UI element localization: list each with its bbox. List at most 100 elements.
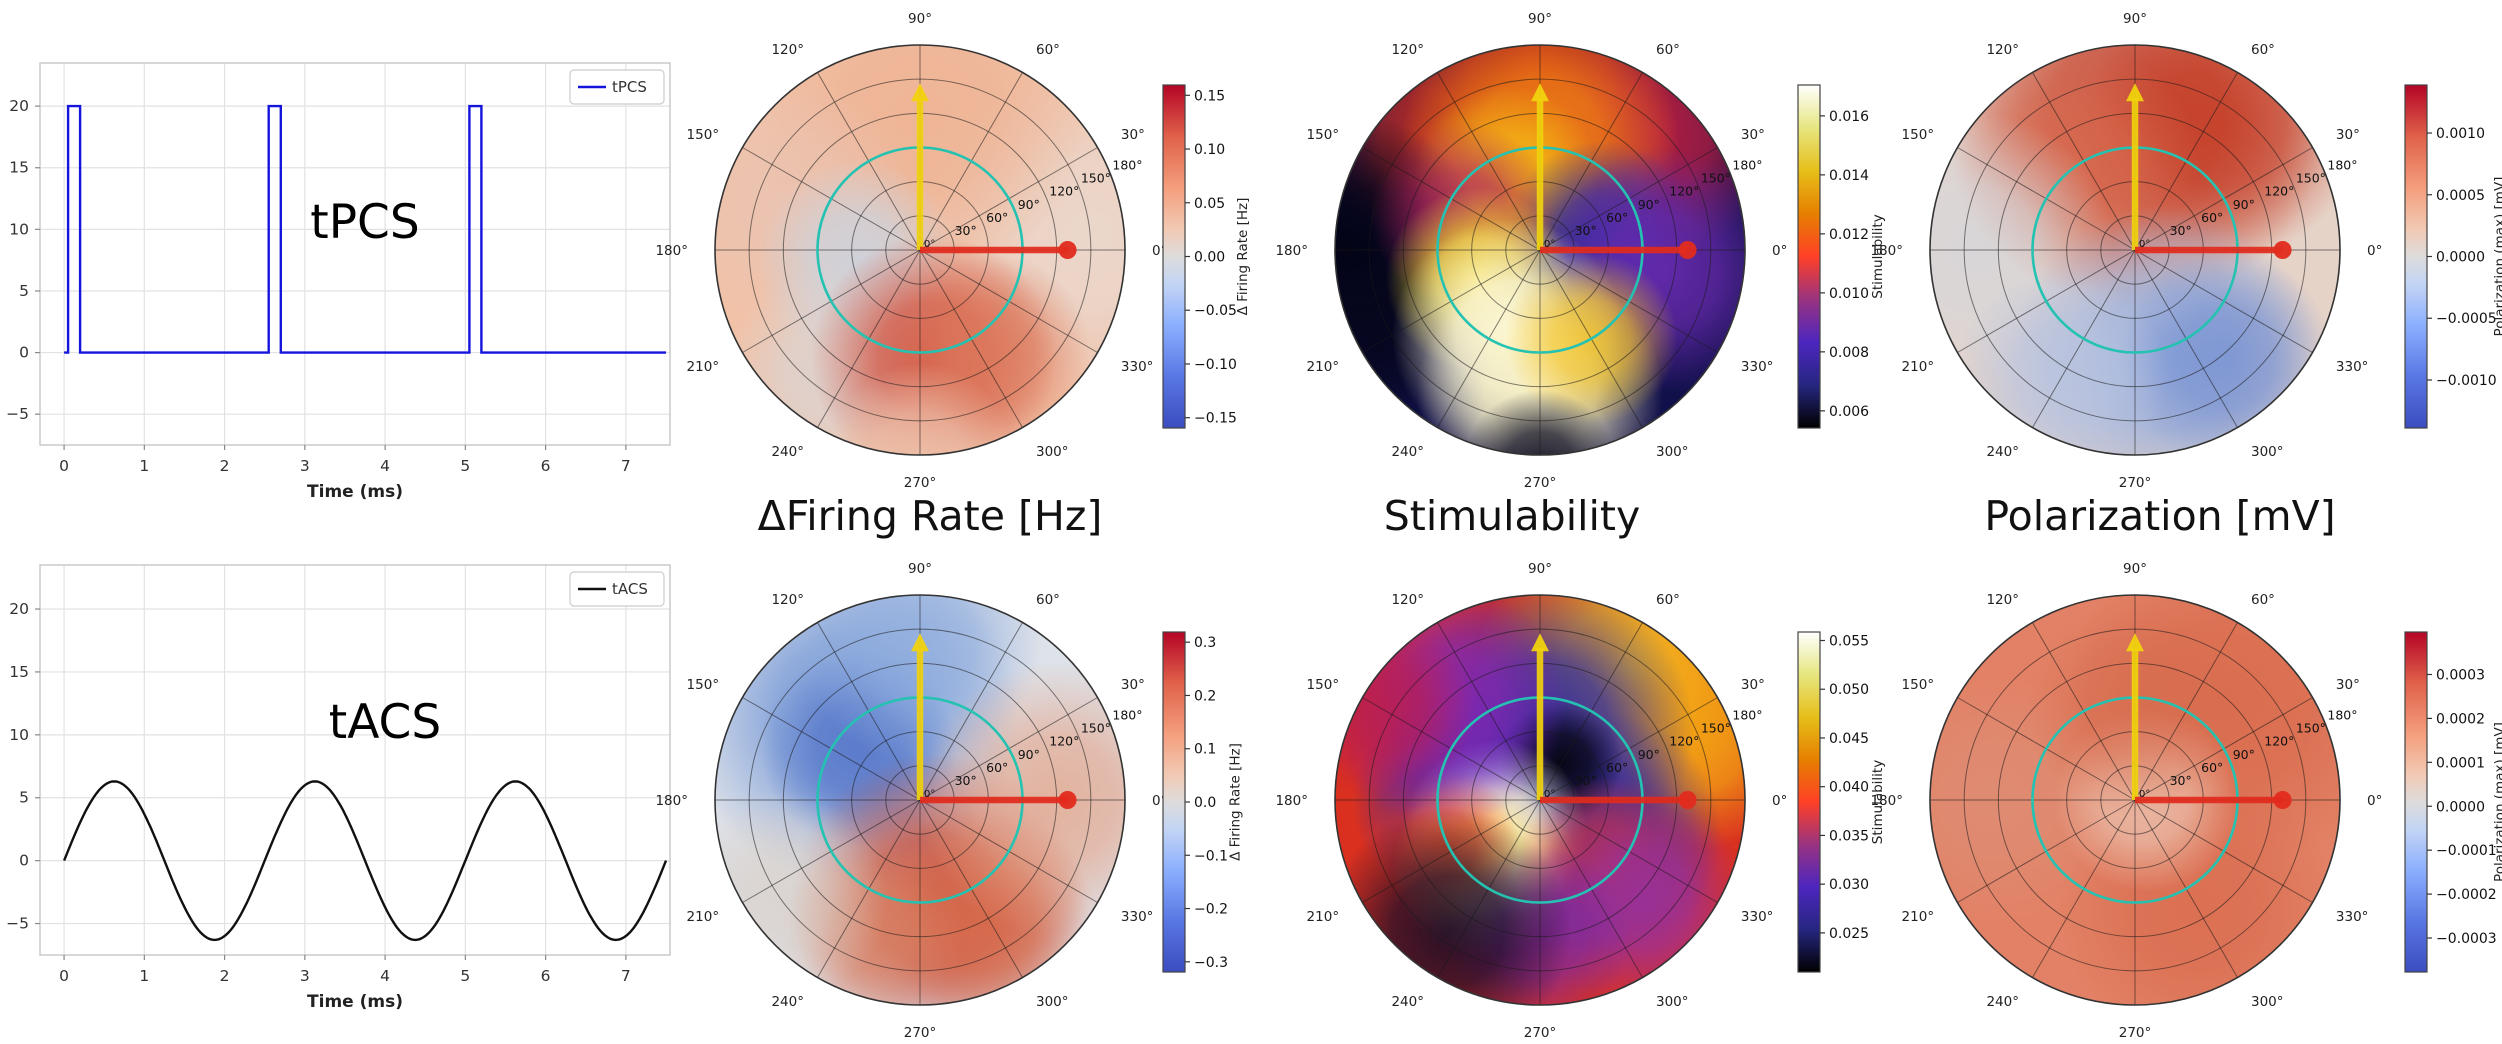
column-title-stimulability: Stimulability	[1383, 492, 1641, 540]
colorbar-dfr-tacs: 0.3 0.2 0.1 0.0 −0.1 −0.2 −0.3 Δ Firing Rate [H…	[1162, 631, 1243, 973]
colorbar-gradient	[2404, 84, 2428, 429]
angular-label-150: 150°	[1902, 127, 1935, 143]
angular-tick-labels: 0°30°60°90°120°150°180°210°240°270°300°3…	[1275, 561, 1787, 1041]
polar-plot-stim-tpcs: 0°30°60°90°120°150°180°210°240°270°300°3…	[1275, 11, 1787, 491]
colorbar-axis-label: Polarization (max) [mV]	[2492, 722, 2502, 882]
y-tick-label: −5	[6, 915, 29, 933]
polar-plot-pol-tacs: 0°30°60°90°120°150°180°210°240°270°300°3…	[1870, 561, 2382, 1041]
plot-background	[40, 565, 670, 955]
angular-label-120: 120°	[1986, 592, 2019, 608]
yellow-direction-arrow	[1531, 83, 1549, 250]
colorbar-tick-label: −0.0003	[2436, 931, 2497, 947]
radial-tick-labels: 30° 60° 90° 120°150°180° 0°	[1544, 708, 1763, 800]
column-title-firing-rate: ΔFiring Rate [Hz]	[757, 492, 1103, 540]
angular-tick-labels: 0°30°60°90°120°150°180°210°240°270°300°3…	[655, 11, 1167, 491]
x-tick-label: 0	[59, 457, 69, 475]
y-tick-label: 20	[9, 600, 29, 618]
radial-label-90: 90°	[2233, 747, 2255, 762]
radial-label-90: 90°	[2233, 197, 2255, 212]
angular-label-60: 60°	[1036, 42, 1060, 58]
angular-label-270: 270°	[1524, 1025, 1557, 1041]
colorbar-tick-label: 0.0000	[2436, 799, 2485, 815]
radial-label-90: 90°	[1018, 747, 1040, 762]
x-tick-label: 7	[621, 457, 631, 475]
colorbar-axis-label: Stimulability	[1870, 214, 1886, 298]
angular-label-30: 30°	[2336, 677, 2360, 693]
heatmap-dfr-tacs	[715, 595, 1125, 1005]
angular-label-60: 60°	[2251, 42, 2275, 58]
heatmap-stim-tpcs	[1335, 45, 1745, 455]
heatmap-blob	[1335, 807, 1572, 1005]
angular-label-0: 0°	[2367, 793, 2382, 809]
angular-label-90: 90°	[2123, 561, 2147, 577]
angular-label-30: 30°	[1121, 677, 1145, 693]
x-tick-label: 3	[300, 967, 310, 985]
radial-label-90: 90°	[1638, 197, 1660, 212]
polar-outline	[714, 594, 1126, 1006]
colorbar-gradient	[1162, 84, 1186, 429]
angular-label-0: 0°	[1772, 243, 1787, 259]
x-tick-label: 5	[460, 457, 470, 475]
colorbar-tick-label: 0.0	[1194, 795, 1216, 811]
x-tick-label: 2	[220, 967, 230, 985]
x-tick-label: 3	[300, 457, 310, 475]
colorbar-axis-label: Stimulability	[1870, 760, 1886, 844]
x-tick-label: 6	[541, 967, 551, 985]
angular-label-300: 300°	[1656, 994, 1689, 1010]
polar-outline	[1929, 44, 2341, 456]
colorbar-tick-label: 0.016	[1829, 109, 1869, 125]
angular-label-30: 30°	[1741, 127, 1765, 143]
colorbar-tick-label: −0.15	[1194, 411, 1237, 427]
angular-label-300: 300°	[1036, 994, 1069, 1010]
colorbar-tick-label: −0.0010	[2436, 373, 2497, 389]
colorbar-tick-label: −0.0005	[2436, 311, 2497, 327]
angular-label-90: 90°	[908, 11, 932, 27]
angular-label-120: 120°	[771, 592, 804, 608]
colorbar-tick-label: 0.0002	[2436, 711, 2485, 727]
grid-lines	[40, 565, 670, 955]
polar-plot-pol-tpcs: 0°30°60°90°120°150°180°210°240°270°300°3…	[1870, 11, 2382, 491]
angular-label-240: 240°	[1986, 444, 2019, 460]
grid-lines	[40, 63, 670, 445]
angular-label-90: 90°	[1528, 561, 1552, 577]
angular-label-180: 180°	[1870, 243, 1903, 259]
angular-label-330: 330°	[2336, 909, 2369, 925]
y-tick-label: 0	[19, 852, 29, 870]
x-tick-label: 0	[59, 967, 69, 985]
colorbar-tick-label: 0.0005	[2436, 188, 2485, 204]
angular-label-210: 210°	[1307, 359, 1340, 375]
tpcs-annotation: tPCS	[310, 195, 419, 250]
colorbar-axis-label: Δ Firing Rate [Hz]	[1235, 198, 1251, 316]
angular-tick-labels: 0°30°60°90°120°150°180°210°240°270°300°3…	[655, 561, 1167, 1041]
legend-box	[569, 571, 665, 607]
colorbar-tick-label: 0.0010	[2436, 126, 2485, 142]
red-direction-arrow	[2135, 241, 2292, 259]
radial-label-60: 60°	[986, 210, 1008, 225]
radial-label-0: 0°	[2139, 789, 2150, 800]
angular-label-270: 270°	[904, 475, 937, 491]
axis-tick-labels: 0 1 2 3 4 5 6 7 20 15 10 5 0 −5	[6, 600, 631, 985]
plot-background	[40, 63, 670, 445]
radial-label-0: 0°	[2139, 239, 2150, 250]
y-tick-label: 15	[9, 663, 29, 681]
radial-label-180: 180°	[2327, 158, 2357, 173]
red-direction-arrow	[1540, 791, 1697, 809]
tacs-annotation: tACS	[329, 695, 441, 750]
radial-label-60: 60°	[986, 760, 1008, 775]
radial-label-30: 30°	[2170, 773, 2192, 788]
radial-label-150: 150°	[1701, 171, 1731, 186]
colorbar-tick-label: 0.006	[1829, 404, 1869, 420]
angular-label-330: 330°	[1741, 909, 1774, 925]
angular-tick-labels: 0°30°60°90°120°150°180°210°240°270°300°3…	[1870, 561, 2382, 1041]
angular-label-300: 300°	[2251, 444, 2284, 460]
colorbar-stim-tpcs: 0.016 0.014 0.012 0.010 0.008 0.006 Stimulabil…	[1797, 84, 1886, 429]
angular-label-150: 150°	[1902, 677, 1935, 693]
legend-label: tACS	[612, 580, 648, 598]
radial-tick-labels: 30° 60° 90° 120°150°180° 0°	[1544, 158, 1763, 250]
x-tick-label: 1	[139, 457, 149, 475]
colorbar-tick-label: 0.05	[1194, 196, 1225, 212]
colorbar-tick-label: 0.012	[1829, 227, 1869, 243]
angular-label-270: 270°	[2119, 475, 2152, 491]
radial-label-180: 180°	[2327, 708, 2357, 723]
